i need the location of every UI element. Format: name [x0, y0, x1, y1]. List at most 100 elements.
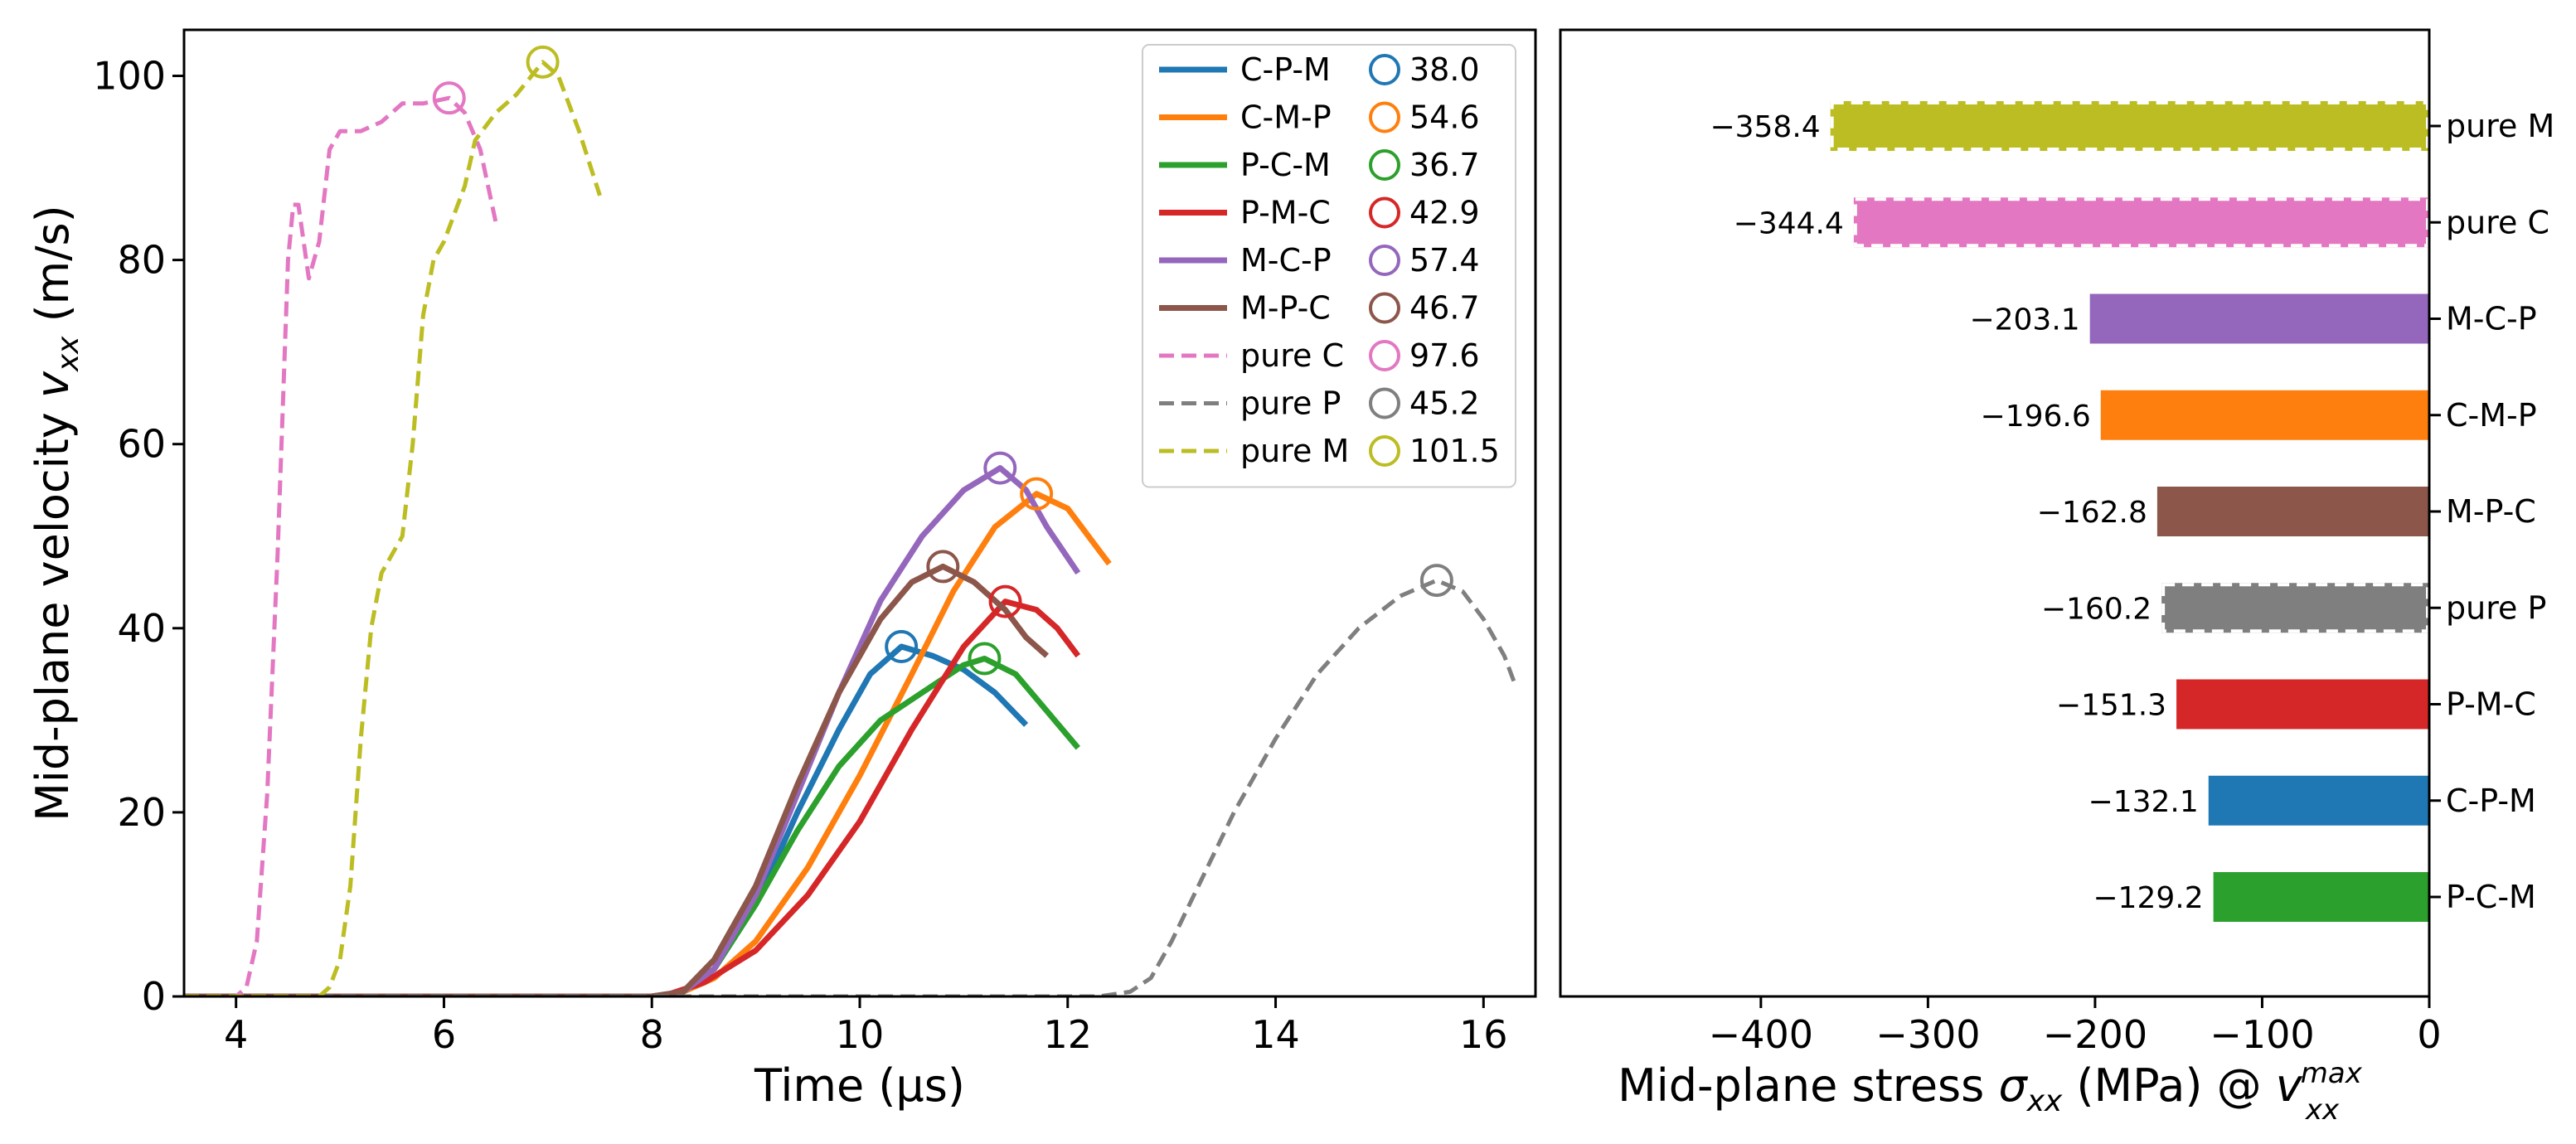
right-x-axis-label: Mid-plane stress σxx (MPa) @ vmax xx — [1618, 1057, 2363, 1127]
x-tick-label: 16 — [1459, 1012, 1508, 1057]
legend-peak-marker — [1369, 196, 1400, 229]
bar-M-C-P — [2089, 293, 2429, 344]
series-line-M-P-C — [184, 563, 1050, 996]
legend-label: P-M-C — [1240, 195, 1331, 231]
bar-M-P-C — [2156, 487, 2429, 536]
series-line-pure-C — [184, 95, 498, 996]
legend-peak-value: 54.6 — [1409, 99, 1480, 136]
legend-label: pure M — [1240, 433, 1349, 469]
peak-marker-pure-C — [432, 81, 466, 115]
legend-peak-value: 97.6 — [1409, 337, 1480, 374]
x-tick-label: 14 — [1251, 1012, 1300, 1057]
y-tick-label: 20 — [117, 790, 166, 835]
left-y-axis-label: Mid-plane velocity vxx (m/s) — [27, 205, 85, 821]
x-tick-label: 6 — [432, 1012, 456, 1057]
peak-marker-C-P-M — [885, 630, 919, 664]
category-label-M-C-P: M-C-P — [2446, 301, 2537, 337]
bar-value-label: −129.2 — [2093, 881, 2203, 915]
y-tick-label: 60 — [117, 422, 166, 467]
bar-pure-M — [1830, 101, 2429, 151]
category-label-pure-P: pure P — [2446, 589, 2546, 626]
bar-value-label: −358.4 — [1710, 110, 1820, 144]
peak-marker-C-M-P — [1020, 477, 1054, 511]
x-tick-label: 0 — [2417, 1012, 2441, 1057]
x-tick-label: 8 — [640, 1012, 664, 1057]
x-tick-label: 10 — [836, 1012, 885, 1057]
x-tick-label: 12 — [1043, 1012, 1092, 1057]
category-label-C-P-M: C-P-M — [2446, 783, 2536, 819]
y-tick-label: 40 — [117, 606, 166, 651]
series-lines — [184, 45, 1517, 996]
legend-label: P-C-M — [1240, 147, 1331, 183]
bar-value-label: −203.1 — [1969, 303, 2079, 337]
bar-value-label: −344.4 — [1734, 206, 1844, 240]
bar-value-label: −160.2 — [2041, 592, 2152, 626]
legend-label: pure C — [1240, 337, 1344, 374]
legend-peak-value: 45.2 — [1409, 385, 1480, 422]
line-series-group — [184, 45, 1517, 996]
bar-dashed-edge-pure-P — [2161, 583, 2430, 633]
left-x-axis-label: Time (μs) — [754, 1059, 965, 1112]
peak-marker-pure-M — [526, 45, 560, 79]
x-tick-label: −100 — [2210, 1012, 2314, 1057]
right-plot-frame — [1559, 28, 2431, 998]
bar-group: −358.4 pure M −344.4 pure C −203.1 M-C-P −196.… — [1710, 101, 2554, 922]
legend-label: C-M-P — [1240, 99, 1332, 136]
peak-marker-pure-P — [1419, 564, 1453, 598]
series-line-pure-M — [184, 60, 602, 996]
legend: C-P-M 38.0 C-M-P 54.6 P-C-M 36.7 P-M-C 42.9 M-C-… — [1142, 44, 1516, 488]
category-label-M-P-C: M-P-C — [2446, 493, 2536, 530]
peak-marker-P-C-M — [968, 642, 1002, 676]
legend-box — [1142, 44, 1516, 488]
legend-peak-marker — [1369, 101, 1400, 133]
peak-marker-M-C-P — [983, 451, 1017, 485]
category-label-P-C-M: P-C-M — [2446, 879, 2536, 915]
bar-value-label: −196.6 — [1981, 400, 2091, 434]
bar-C-M-P — [2100, 390, 2429, 440]
y-tick-label: 80 — [117, 238, 166, 283]
bar-dashed-edge-pure-C — [1853, 197, 2430, 248]
legend-peak-marker — [1369, 292, 1400, 324]
series-line-M-C-P — [184, 465, 1081, 996]
legend-peak-marker — [1369, 245, 1400, 276]
legend-peak-value: 46.7 — [1409, 290, 1480, 327]
category-label-P-M-C: P-M-C — [2446, 686, 2536, 723]
bar-value-label: −162.8 — [2037, 496, 2147, 530]
bar-C-P-M — [2208, 775, 2429, 826]
legend-label: C-P-M — [1240, 51, 1331, 88]
series-line-P-C-M — [184, 656, 1080, 996]
legend-peak-marker — [1369, 149, 1400, 181]
legend-peak-value: 36.7 — [1409, 147, 1480, 183]
x-tick-label: −400 — [1709, 1012, 1813, 1057]
legend-peak-marker — [1369, 54, 1400, 85]
legend-label: M-P-C — [1240, 290, 1331, 327]
legend-peak-value: 38.0 — [1409, 51, 1480, 88]
right-axis-ticks: −400 −300 −200 −100 0 — [1709, 996, 2442, 1057]
legend-label: pure P — [1240, 385, 1341, 422]
legend-peak-marker — [1369, 435, 1400, 467]
bar-P-C-M — [2213, 872, 2429, 922]
series-line-C-M-P — [184, 491, 1112, 996]
bar-pure-C — [1853, 197, 2429, 248]
legend-peak-marker — [1369, 387, 1400, 419]
left-axis-ticks: 4 6 8 10 12 14 16 0 20 40 60 80 100 — [93, 54, 1507, 1057]
category-label-pure-M: pure M — [2446, 108, 2554, 144]
category-label-C-M-P: C-M-P — [2446, 397, 2537, 434]
x-tick-label: 4 — [224, 1012, 248, 1057]
bar-value-label: −151.3 — [2056, 689, 2166, 723]
category-label-pure-C: pure C — [2446, 204, 2549, 240]
legend-peak-value: 57.4 — [1409, 242, 1480, 279]
peak-marker-M-P-C — [926, 550, 960, 584]
x-tick-label: −300 — [1875, 1012, 1980, 1057]
bar-value-label: −132.1 — [2088, 785, 2199, 819]
peak-marker-P-M-C — [988, 584, 1022, 618]
legend-peak-marker — [1369, 340, 1400, 371]
legend-peak-value: 101.5 — [1409, 433, 1500, 469]
x-tick-label: −200 — [2043, 1012, 2147, 1057]
bar-P-M-C — [2176, 679, 2429, 730]
legend-peak-value: 42.9 — [1409, 195, 1480, 231]
bar-dashed-edge-pure-M — [1830, 101, 2429, 151]
y-tick-label: 100 — [93, 54, 166, 99]
bar-pure-P — [2161, 583, 2429, 633]
legend-label: M-C-P — [1240, 242, 1332, 279]
